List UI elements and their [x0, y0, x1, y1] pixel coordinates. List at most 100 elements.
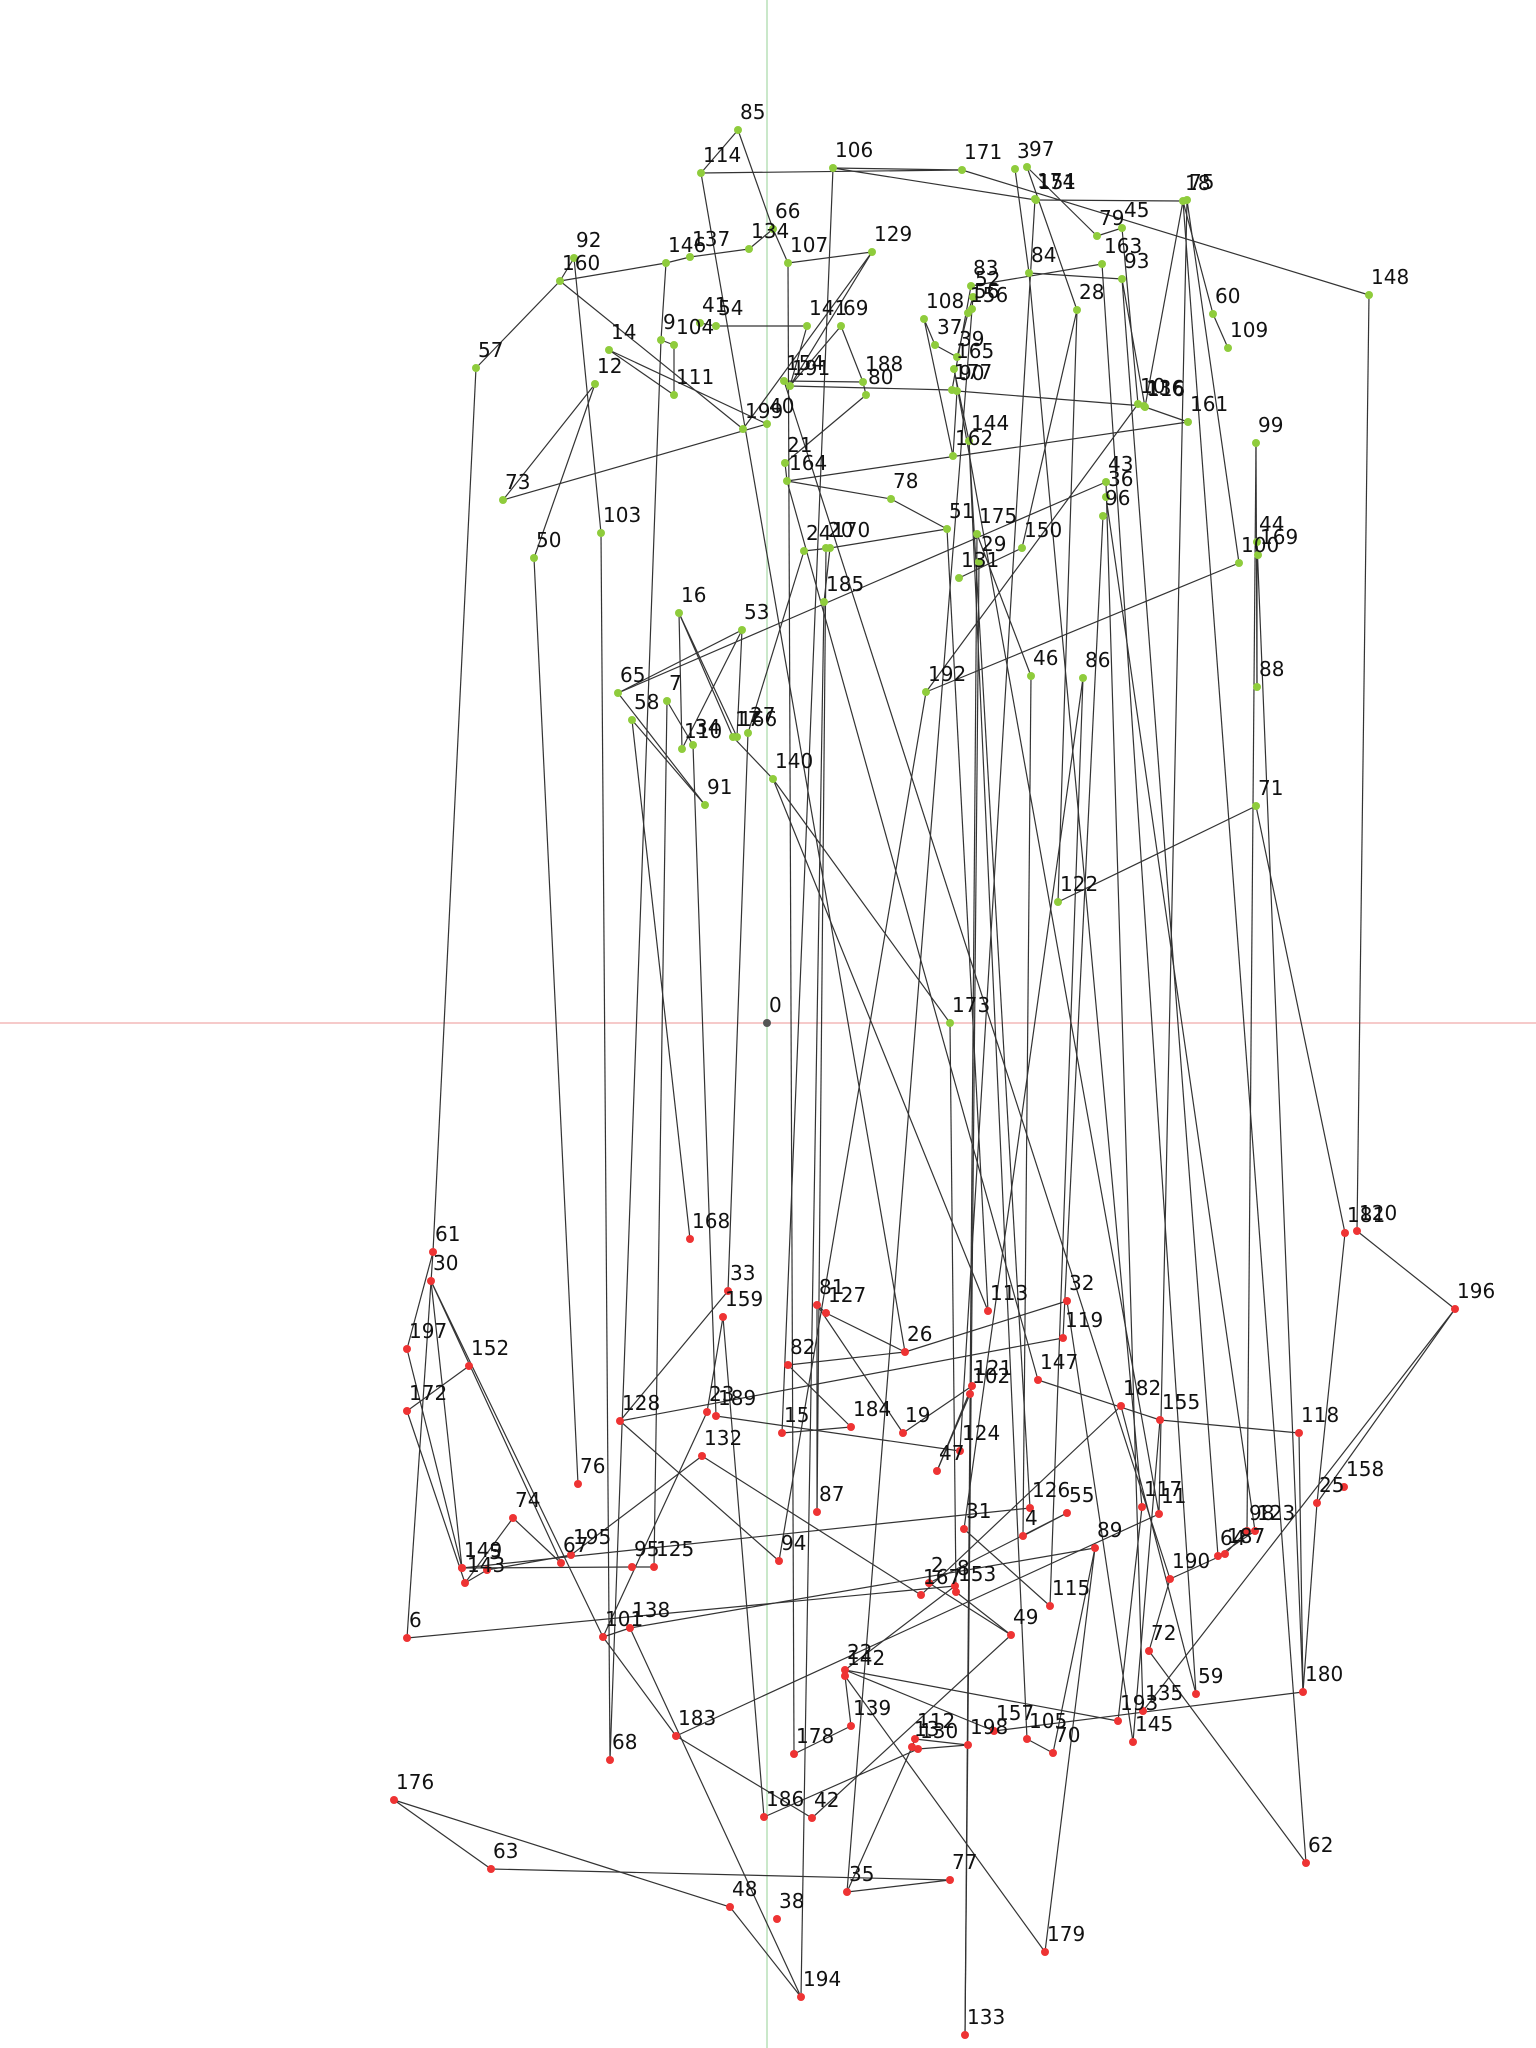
node-195	[567, 1551, 575, 1559]
node-label-174: 174	[1037, 169, 1075, 193]
node-label-171: 171	[964, 140, 1002, 164]
node-label-161: 161	[1190, 392, 1228, 416]
node-label-22: 22	[847, 1640, 872, 1664]
node-37	[931, 341, 939, 349]
node-28	[1073, 306, 1081, 314]
node-72	[1145, 1647, 1153, 1655]
node-label-20: 20	[828, 518, 853, 542]
edge-134-66	[748, 228, 774, 250]
node-83	[967, 282, 975, 290]
node-187	[1221, 1550, 1229, 1558]
edge-118-155	[1159, 1419, 1300, 1434]
edge-163-59	[1101, 263, 1197, 1695]
node-129	[868, 248, 876, 256]
node-48	[726, 1903, 734, 1911]
edge-19-81	[816, 1304, 904, 1434]
node-label-79: 79	[1099, 206, 1124, 230]
node-5	[483, 1566, 491, 1574]
edge-31-115	[963, 1528, 1051, 1607]
node-label-167: 167	[923, 1565, 961, 1589]
edge-67-30	[430, 1280, 562, 1564]
node-label-133: 133	[967, 2005, 1005, 2029]
node-35	[843, 1888, 851, 1896]
edge-82-26	[787, 1351, 906, 1366]
node-label-14: 14	[611, 320, 636, 344]
edge-66-107	[772, 228, 789, 264]
edge-12-50	[533, 383, 596, 559]
node-78	[887, 495, 895, 503]
node-182	[1117, 1402, 1125, 1410]
node-136	[1140, 402, 1148, 410]
edge-26-114	[700, 172, 906, 1353]
edge-69-188	[840, 325, 864, 383]
node-label-99: 99	[1258, 413, 1283, 437]
node-label-94: 94	[781, 1531, 806, 1555]
edge-128-33	[619, 1290, 729, 1422]
node-120	[1353, 1227, 1361, 1235]
node-label-158: 158	[1346, 1457, 1384, 1481]
node-192	[922, 688, 930, 696]
node-label-117: 117	[1144, 1477, 1182, 1501]
node-183	[672, 1732, 680, 1740]
edge-132-195	[570, 1455, 703, 1556]
node-label-80: 80	[868, 365, 893, 389]
node-label-164: 164	[789, 451, 827, 475]
node-label-4: 4	[1025, 1506, 1038, 1530]
node-126	[1026, 1504, 1034, 1512]
edge-80-21	[784, 394, 867, 464]
node-label-93: 93	[1124, 249, 1149, 273]
node-label-19: 19	[905, 1403, 930, 1427]
node-89	[1091, 1544, 1099, 1552]
node-label-187: 187	[1227, 1524, 1265, 1548]
node-112	[911, 1735, 919, 1743]
edge-153-49	[955, 1591, 1012, 1636]
node-label-7: 7	[669, 671, 682, 695]
edge-186-130	[763, 1748, 919, 1818]
edge-58-168	[631, 719, 691, 1240]
node-40	[763, 420, 771, 428]
node-label-121: 121	[974, 1356, 1012, 1380]
node-label-113: 113	[990, 1281, 1028, 1305]
node-label-163: 163	[1104, 234, 1142, 258]
edge-87-20	[816, 547, 827, 1513]
edge-175-46	[976, 533, 1032, 677]
node-131	[955, 574, 963, 582]
node-174	[1031, 195, 1039, 203]
node-label-11: 11	[1161, 1484, 1186, 1508]
node-label-61: 61	[435, 1222, 460, 1246]
node-label-43: 43	[1108, 452, 1133, 476]
node-61	[429, 1248, 437, 1256]
edge-1-30	[430, 1280, 463, 1569]
edge-22-157	[844, 1669, 995, 1732]
edge-49-42	[811, 1634, 1012, 1819]
node-label-154: 154	[786, 351, 824, 375]
node-label-91: 91	[707, 775, 732, 799]
node-146	[662, 259, 670, 267]
edge-46-4	[1022, 675, 1032, 1537]
node-159	[719, 1313, 727, 1321]
node-166	[733, 733, 741, 741]
edge-160-57	[475, 280, 561, 369]
node-140	[769, 775, 777, 783]
node-label-17: 17	[735, 707, 760, 731]
edge-107-129	[787, 251, 873, 264]
node-167	[917, 1591, 925, 1599]
node-label-25: 25	[1319, 1473, 1344, 1497]
node-label-68: 68	[612, 1730, 637, 1754]
node-label-12: 12	[597, 354, 622, 378]
edge-138-194	[629, 1627, 802, 1998]
edge-73-12	[502, 383, 596, 501]
node-46	[1027, 672, 1035, 680]
edge-144-126	[968, 440, 1031, 1509]
node-25	[1313, 1499, 1321, 1507]
node-168	[686, 1235, 694, 1243]
edge-157-180	[993, 1691, 1304, 1732]
node-14	[605, 346, 613, 354]
edge-135-43	[1105, 481, 1144, 1712]
node-label-73: 73	[505, 470, 530, 494]
edge-63-176	[393, 1799, 492, 1870]
node-62	[1302, 1859, 1310, 1867]
node-139	[847, 1722, 855, 1730]
edge-181-25	[1316, 1232, 1346, 1504]
edges-layer	[393, 129, 1456, 2036]
